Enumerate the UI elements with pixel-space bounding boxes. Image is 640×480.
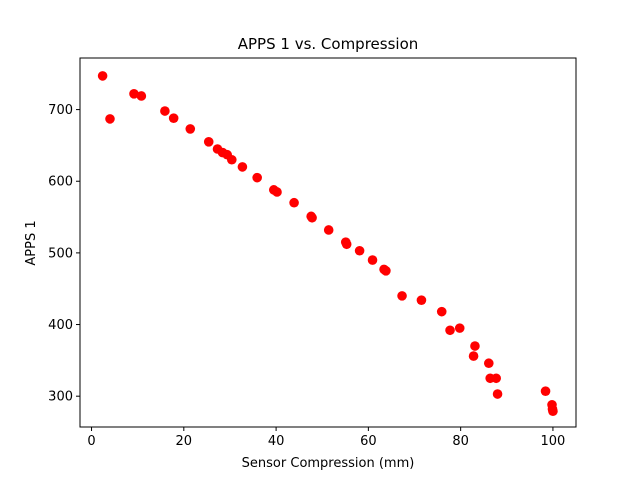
data-point: [548, 406, 558, 417]
data-point: [445, 325, 455, 336]
x-tick-label: 40: [268, 434, 285, 449]
data-point: [492, 389, 503, 399]
y-tick-label: 400: [48, 318, 73, 333]
x-tick-label: 20: [176, 434, 193, 449]
data-point: [203, 137, 214, 147]
data-point: [397, 291, 407, 301]
data-point: [454, 323, 465, 333]
data-point: [483, 358, 494, 369]
data-point: [468, 351, 479, 361]
y-tick-label: 600: [48, 175, 73, 190]
data-point: [289, 197, 299, 208]
data-point: [160, 106, 170, 116]
data-point: [491, 373, 501, 384]
chart-title: APPS 1 vs. Compression: [238, 35, 419, 53]
data-point: [307, 212, 317, 223]
x-tick-label: 100: [541, 434, 566, 449]
y-axis-label: APPS 1: [24, 220, 39, 265]
y-tick-label: 700: [48, 103, 73, 118]
data-point: [105, 114, 115, 124]
data-point: [185, 124, 196, 134]
data-point: [381, 266, 391, 276]
plot-frame: [79, 57, 577, 428]
data-point: [540, 386, 551, 396]
data-point: [416, 295, 427, 305]
data-point: [97, 71, 108, 81]
data-point: [168, 113, 179, 123]
x-tick-label: 60: [360, 434, 377, 449]
x-tick-label: 80: [452, 434, 469, 449]
x-tick-label: 0: [87, 434, 95, 449]
data-point: [341, 239, 352, 250]
data-point: [272, 187, 282, 197]
data-point: [354, 245, 365, 256]
data-point: [252, 172, 262, 183]
data-point: [129, 89, 139, 99]
plot-area: 0 20 40 60 80 100 300 400 500 600 700: [48, 57, 577, 449]
data-point: [226, 154, 237, 165]
data-point: [436, 306, 447, 317]
y-tick-label: 300: [48, 390, 73, 405]
data-point: [470, 341, 480, 351]
data-point: [323, 225, 334, 235]
data-point: [136, 91, 147, 101]
x-axis-label: Sensor Compression (mm): [242, 456, 415, 471]
data-point: [237, 162, 248, 172]
data-point: [367, 255, 378, 265]
y-tick-label: 500: [48, 246, 73, 261]
